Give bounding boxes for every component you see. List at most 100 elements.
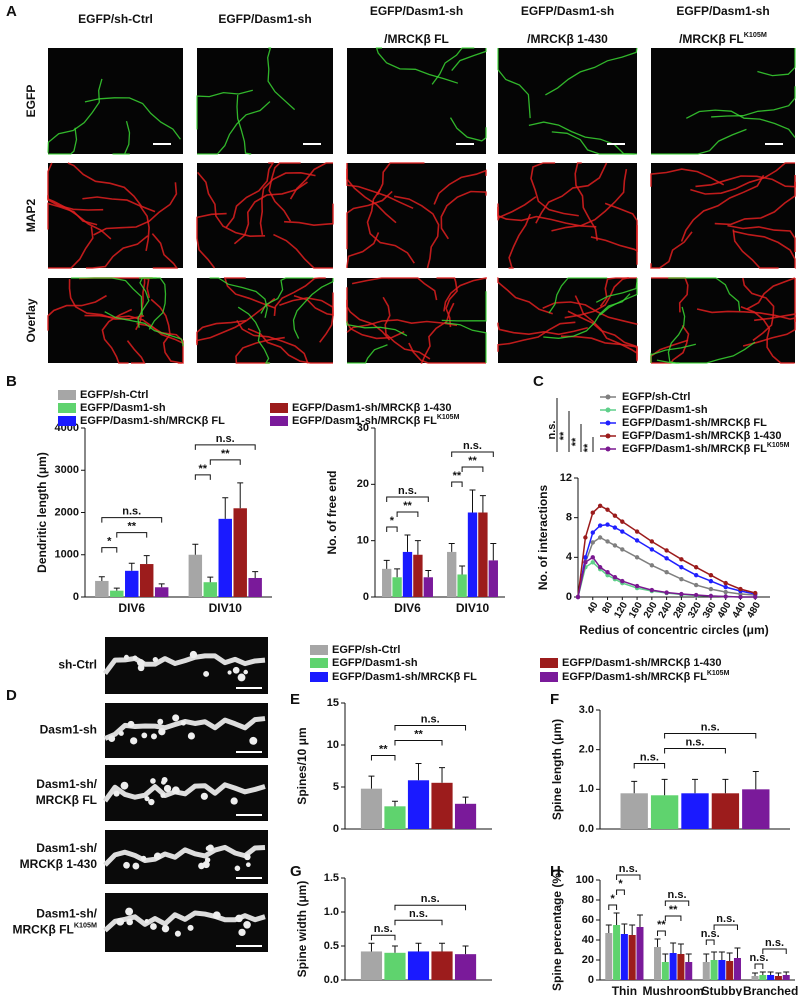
spine (237, 673, 246, 682)
spine (200, 792, 208, 800)
error-bar (158, 583, 165, 588)
neurite (711, 86, 796, 118)
neurite (530, 162, 579, 217)
legend-swatch (58, 403, 76, 413)
neurite (551, 168, 628, 232)
panel-label: E (290, 691, 300, 708)
point (583, 535, 588, 540)
point (708, 586, 714, 592)
series-line (577, 504, 756, 598)
legend-label: EGFP/Dasm1-sh/MRCKβ 1-430 (562, 657, 722, 669)
significance-bracket (664, 915, 682, 921)
neurite (732, 229, 779, 269)
significance-bracket (713, 924, 738, 930)
spine (144, 796, 150, 802)
x-tick-label: 40 (586, 600, 601, 616)
label-text: MRCKβ FL (13, 923, 74, 937)
point (597, 503, 603, 508)
y-tick-label: 0.0 (324, 974, 339, 986)
bar (620, 934, 628, 980)
point (612, 513, 618, 518)
label-line: /MRCKβ FLK105M (679, 30, 767, 46)
spine (150, 778, 156, 784)
point (590, 510, 595, 515)
micrograph (197, 278, 333, 363)
neurite (443, 277, 487, 312)
label-line: /MRCKβ FL (384, 32, 449, 46)
neurite (84, 314, 184, 344)
neurite (346, 321, 408, 337)
error-bar (654, 938, 661, 947)
point (649, 539, 655, 544)
significance-label: n.s. (765, 937, 784, 949)
legend-sup: K105M (437, 414, 460, 421)
spine (161, 779, 166, 785)
error-bar (415, 762, 422, 781)
point (693, 565, 699, 570)
point (723, 584, 728, 590)
neurite (236, 319, 309, 364)
point (693, 592, 699, 598)
label-text: MRCKβ 1-430 (20, 857, 98, 871)
significance-label: n.s. (686, 736, 705, 748)
point (634, 538, 640, 543)
bar (759, 975, 767, 980)
y-axis-label: No. of interactions (536, 485, 550, 591)
significance-label: n.s. (668, 889, 687, 901)
bar (681, 793, 709, 829)
bar (154, 587, 169, 597)
neurite (441, 291, 487, 322)
spine (234, 865, 241, 872)
x-tick-label: DIV6 (394, 601, 421, 615)
spine (157, 718, 164, 725)
error-bar (414, 540, 421, 555)
error-bar (207, 576, 214, 583)
neurite (346, 163, 397, 224)
legend-swatch (270, 416, 288, 426)
micrograph (498, 163, 637, 268)
micrograph (651, 278, 795, 363)
neurite (651, 324, 690, 364)
neurite (47, 294, 107, 331)
error-bar (415, 942, 422, 952)
significance-bracket (209, 459, 241, 465)
point (612, 543, 618, 548)
legend-marker (605, 420, 611, 426)
point (583, 560, 588, 565)
significance-bracket (608, 904, 618, 910)
significance-bracket (616, 874, 641, 880)
bar (782, 975, 790, 980)
point (597, 565, 603, 570)
y-tick-label: 5 (333, 781, 339, 793)
bar (384, 952, 406, 980)
point (753, 594, 758, 600)
spine (243, 669, 248, 675)
y-tick-label: 1.5 (324, 872, 339, 884)
spine (123, 861, 130, 869)
label-text: EGFP/Dasm1-sh (521, 4, 614, 18)
y-tick-label: 80 (582, 894, 594, 906)
spine (152, 656, 158, 663)
label-text: sh-Ctrl (58, 658, 97, 672)
neurite (67, 162, 156, 213)
panel-label: H (550, 863, 561, 880)
y-tick-label: 2000 (55, 506, 79, 518)
row-label: EGFP (24, 85, 38, 118)
neurite (150, 298, 182, 364)
micrograph (197, 48, 333, 154)
y-tick-label: 20 (357, 478, 369, 490)
significance-label: n.s. (716, 913, 735, 925)
neurite (746, 277, 796, 310)
significance-bracket (762, 948, 787, 954)
significance-bracket (194, 444, 256, 450)
neurite (433, 169, 487, 205)
significance-label: n.s. (409, 908, 428, 920)
bar (650, 795, 679, 829)
label-text: MRCKβ FL (36, 793, 97, 807)
x-tick-label: 440 (730, 600, 748, 620)
spine (163, 784, 172, 793)
neurite (651, 277, 689, 313)
legend-label: EGFP/Dasm1-sh (622, 404, 708, 416)
neurite (376, 162, 425, 196)
significance-label: n.s. (701, 928, 720, 940)
